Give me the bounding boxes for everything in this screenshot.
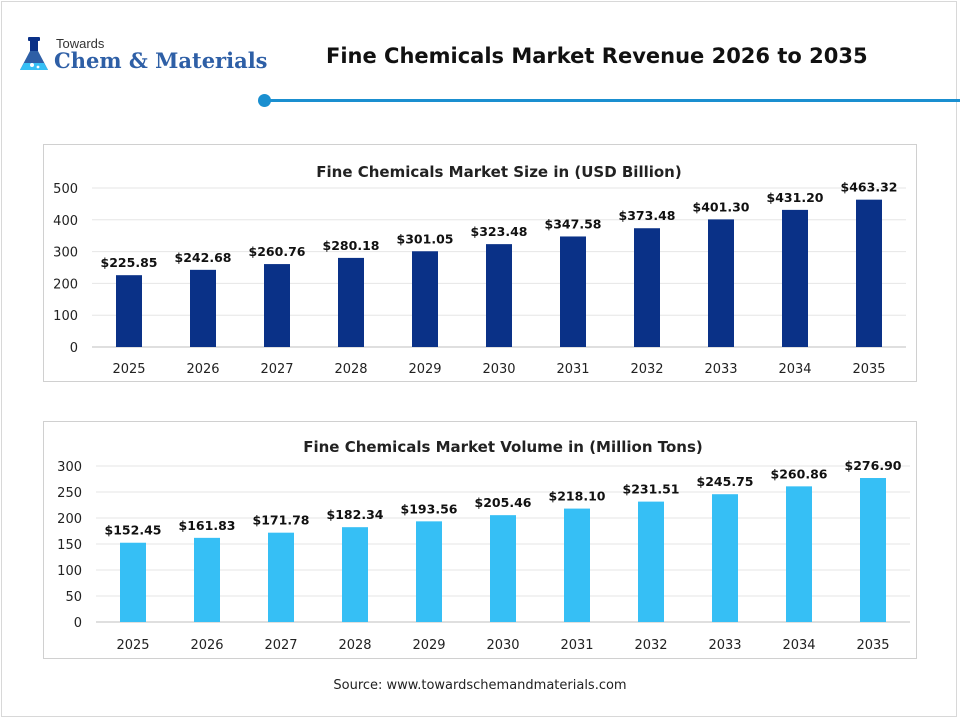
data-label: $431.20 [767, 190, 824, 205]
bar [486, 244, 512, 347]
market-size-chart-panel: Fine Chemicals Market Size in (USD Billi… [43, 144, 917, 382]
y-tick-label: 300 [53, 246, 78, 261]
bar [342, 527, 368, 622]
bar [194, 537, 220, 622]
x-tick-label: 2026 [186, 362, 219, 377]
x-tick-label: 2035 [852, 362, 885, 377]
y-tick-label: 250 [57, 486, 82, 501]
y-tick-label: 0 [70, 341, 78, 356]
bar [338, 257, 364, 347]
chart-title: Fine Chemicals Market Volume in (Million… [303, 438, 703, 456]
bar [786, 486, 812, 622]
y-tick-label: 50 [65, 590, 82, 605]
bar [120, 542, 146, 622]
x-tick-label: 2028 [338, 638, 371, 653]
data-label: $260.76 [249, 244, 306, 259]
logo-small-text: Towards [56, 36, 105, 51]
data-label: $242.68 [175, 250, 232, 265]
data-label: $276.90 [845, 458, 902, 473]
data-label: $231.51 [623, 482, 680, 497]
x-tick-label: 2031 [556, 362, 589, 377]
x-tick-label: 2030 [486, 638, 519, 653]
x-tick-label: 2027 [264, 638, 297, 653]
x-tick-label: 2025 [112, 362, 145, 377]
bar [782, 209, 808, 347]
y-tick-label: 500 [53, 182, 78, 197]
data-label: $373.48 [619, 208, 676, 223]
x-tick-label: 2034 [782, 638, 815, 653]
data-label: $323.48 [471, 224, 528, 239]
data-label: $463.32 [841, 180, 898, 195]
bar [490, 515, 516, 622]
bar [638, 501, 664, 622]
bar [264, 264, 290, 347]
data-label: $218.10 [549, 489, 606, 504]
bar [860, 478, 886, 622]
x-tick-label: 2031 [560, 638, 593, 653]
bar [856, 199, 882, 347]
x-tick-label: 2032 [630, 362, 663, 377]
market-volume-chart-panel: Fine Chemicals Market Volume in (Million… [43, 421, 917, 659]
bar [116, 275, 142, 347]
x-tick-label: 2034 [778, 362, 811, 377]
data-label: $193.56 [401, 501, 458, 516]
title-rule [264, 99, 960, 102]
y-tick-label: 100 [53, 309, 78, 324]
bar [416, 521, 442, 622]
y-tick-label: 200 [53, 277, 78, 292]
bar [560, 236, 586, 347]
page-title: Fine Chemicals Market Revenue 2026 to 20… [326, 44, 868, 68]
x-tick-label: 2032 [634, 638, 667, 653]
source-note: Source: www.towardschemandmaterials.com [333, 678, 627, 693]
chart-title: Fine Chemicals Market Size in (USD Billi… [316, 163, 681, 181]
y-tick-label: 300 [57, 460, 82, 475]
data-label: $205.46 [475, 495, 532, 510]
data-label: $301.05 [397, 231, 454, 246]
bar [412, 251, 438, 347]
market-volume-chart: Fine Chemicals Market Volume in (Million… [57, 438, 910, 653]
data-label: $171.78 [253, 513, 310, 528]
data-label: $260.86 [771, 466, 828, 481]
y-tick-label: 400 [53, 214, 78, 229]
bar [268, 532, 294, 622]
market-size-chart: Fine Chemicals Market Size in (USD Billi… [53, 163, 906, 377]
x-tick-label: 2035 [856, 638, 889, 653]
flask-logo-icon [20, 37, 48, 70]
y-tick-label: 150 [57, 538, 82, 553]
bar [712, 494, 738, 622]
x-tick-label: 2029 [408, 362, 441, 377]
x-tick-label: 2029 [412, 638, 445, 653]
data-label: $245.75 [697, 474, 754, 489]
bar [634, 228, 660, 347]
x-tick-label: 2028 [334, 362, 367, 377]
data-label: $182.34 [327, 507, 384, 522]
data-label: $347.58 [545, 216, 602, 231]
y-tick-label: 200 [57, 512, 82, 527]
bar [190, 269, 216, 347]
data-label: $225.85 [101, 255, 158, 270]
x-tick-label: 2026 [190, 638, 223, 653]
x-tick-label: 2025 [116, 638, 149, 653]
brand-logo: Towards Chem & Materials [14, 34, 268, 80]
bar [708, 219, 734, 347]
x-tick-label: 2027 [260, 362, 293, 377]
data-label: $401.30 [693, 199, 750, 214]
x-tick-label: 2030 [482, 362, 515, 377]
x-tick-label: 2033 [704, 362, 737, 377]
y-tick-label: 0 [74, 616, 82, 631]
data-label: $161.83 [179, 518, 236, 533]
logo-main-text: Chem & Materials [54, 48, 268, 73]
y-tick-label: 100 [57, 564, 82, 579]
data-label: $280.18 [323, 238, 380, 253]
bar [564, 508, 590, 622]
data-label: $152.45 [105, 523, 162, 538]
x-tick-label: 2033 [708, 638, 741, 653]
